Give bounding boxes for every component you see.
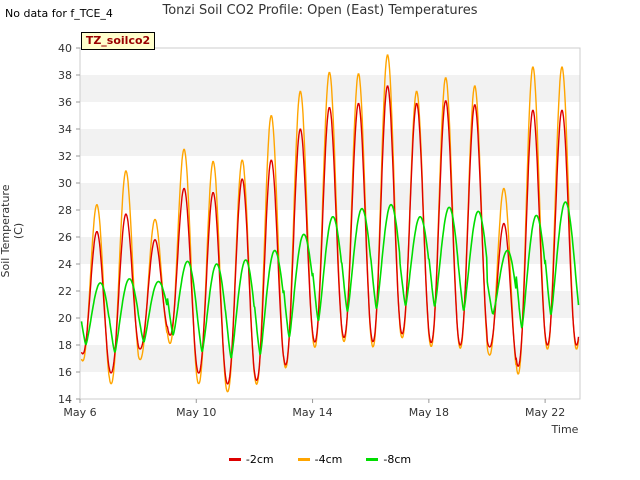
x-tick-label: May 6 — [63, 406, 96, 419]
y-tick-label: 16 — [58, 366, 72, 379]
x-tick-label: May 18 — [409, 406, 449, 419]
y-tick-label: 28 — [58, 204, 72, 217]
y-tick-label: 22 — [58, 285, 72, 298]
no-data-note: No data for f_TCE_4 — [5, 7, 113, 20]
legend-swatch-8cm — [366, 458, 379, 461]
grid-band — [80, 345, 580, 372]
y-tick-label: 40 — [58, 42, 72, 55]
y-tick-label: 36 — [58, 96, 72, 109]
y-tick-label: 14 — [58, 393, 72, 406]
grid-band — [80, 372, 580, 399]
x-axis-label: Time — [551, 423, 579, 436]
grid-band — [80, 75, 580, 102]
series-lines — [80, 54, 580, 393]
grid-band — [80, 156, 580, 183]
y-axis: 14 16 18 20 22 24 26 28 30 32 34 36 38 40 — [58, 42, 80, 406]
grid-band — [80, 129, 580, 156]
legend-label-4cm: -4cm — [314, 453, 343, 466]
grid-band — [80, 183, 580, 210]
x-tick-label: May 22 — [525, 406, 565, 419]
legend-item-4cm: -4cm — [297, 453, 343, 466]
legend-swatch-4cm — [297, 458, 310, 461]
legend-item-2cm: -2cm — [228, 453, 274, 466]
x-tick-label: May 14 — [292, 406, 332, 419]
y-tick-label: 18 — [58, 339, 72, 352]
legend-label-2cm: -2cm — [245, 453, 274, 466]
chart-title: Tonzi Soil CO2 Profile: Open (East) Temp… — [162, 3, 478, 18]
grid-band — [80, 291, 580, 318]
legend: -2cm -4cm -8cm — [0, 453, 640, 466]
series-line-8cm — [80, 201, 580, 359]
y-tick-label: 20 — [58, 312, 72, 325]
y-tick-label: 32 — [58, 150, 72, 163]
legend-item-8cm: -8cm — [366, 453, 411, 466]
y-tick-label: 24 — [58, 258, 72, 271]
grid-band — [80, 102, 580, 129]
legend-label-8cm: -8cm — [383, 453, 412, 466]
y-tick-label: 34 — [58, 123, 72, 136]
x-axis: May 6 May 10 May 14 May 18 May 22 — [63, 399, 565, 419]
plot-frame — [79, 47, 581, 400]
y-axis-label: Soil Temperature (C) — [0, 184, 25, 278]
site-badge: TZ_soilco2 — [81, 32, 155, 50]
y-tick-label: 38 — [58, 69, 72, 82]
grid-band — [80, 48, 580, 75]
x-tick-label: May 10 — [176, 406, 216, 419]
legend-swatch-2cm — [228, 458, 241, 461]
y-tick-label: 26 — [58, 231, 72, 244]
grid-band — [80, 318, 580, 345]
y-tick-label: 30 — [58, 177, 72, 190]
grid-band — [80, 237, 580, 264]
